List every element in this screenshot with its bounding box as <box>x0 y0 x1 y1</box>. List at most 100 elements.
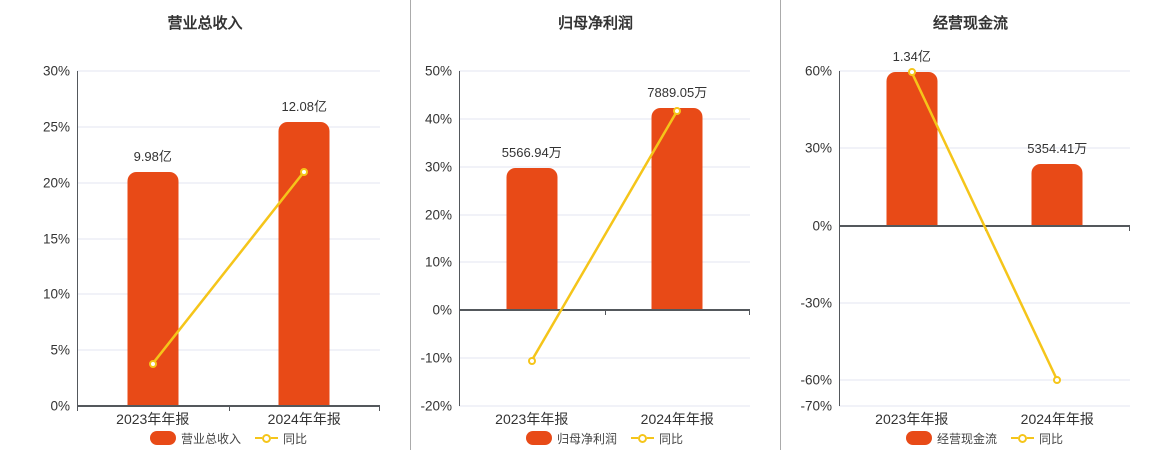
line-segment <box>1027 437 1034 439</box>
x-category-label: 2024年年报 <box>267 411 341 427</box>
y-axis-line <box>459 71 460 406</box>
legend-item-yoy-series[interactable]: 同比 <box>631 430 683 447</box>
y-axis-line <box>77 71 78 406</box>
grid-line <box>839 70 1130 72</box>
chart-inner: -20% -10% 0% 10% 20% 30% 40% 50% 5566.94万 7889.05… <box>420 64 750 448</box>
x-category-label: 2023年年报 <box>875 411 949 427</box>
bar-2023年年报[interactable] <box>506 167 558 311</box>
y-tick-label: 0% <box>432 302 452 318</box>
bar-value-label: 5566.94万 <box>501 144 562 160</box>
y-axis-line <box>839 71 840 406</box>
legend-label: 经营现金流 <box>936 431 997 446</box>
y-tick-label: 25% <box>42 119 70 135</box>
yoy-line-icon <box>631 433 654 443</box>
y-tick-label: 30% <box>424 159 452 175</box>
y-tick-label: 20% <box>424 207 452 223</box>
y-tick-label: 0% <box>50 398 70 414</box>
y-tick-label: -30% <box>800 295 832 311</box>
legend-label: 营业总收入 <box>180 431 241 446</box>
yoy-line <box>77 71 380 406</box>
grid-line <box>77 238 380 239</box>
y-tick-label: 40% <box>424 111 452 127</box>
grid-line <box>839 302 1130 304</box>
x-axis-tick <box>459 310 460 316</box>
chart-legend: 归母净利润 同比 <box>459 428 750 448</box>
line-circle <box>262 433 271 443</box>
legend-label: 同比 <box>283 431 308 446</box>
yoy-data-point[interactable] <box>527 356 536 365</box>
x-axis-tick <box>77 406 78 411</box>
bar-2024年年报[interactable] <box>1031 164 1083 226</box>
chart-panel-revenue: 营业总收入 0% 5% 10% 15% 20% 25% 30% 9.98亿 12.08亿 202… <box>0 0 410 450</box>
bar-value-label: 12.08亿 <box>281 99 328 115</box>
x-axis-tick <box>839 225 840 231</box>
legend-label: 同比 <box>1039 431 1064 446</box>
x-axis-tick <box>749 310 750 316</box>
y-tick-label: 10% <box>424 254 452 270</box>
grid-line <box>459 261 750 263</box>
legend-item-bar-series[interactable]: 经营现金流 <box>905 430 997 447</box>
y-tick-label: 15% <box>42 231 70 246</box>
line-circle <box>638 433 647 443</box>
y-tick-label: 10% <box>42 286 70 302</box>
line-circle <box>1018 433 1027 443</box>
legend-item-yoy-series[interactable]: 同比 <box>1011 430 1063 447</box>
yoy-data-point[interactable] <box>907 68 916 77</box>
legend-item-yoy-series[interactable]: 同比 <box>255 430 307 447</box>
legend-label: 同比 <box>659 431 684 446</box>
yoy-line-icon <box>255 433 278 443</box>
chart-title: 营业总收入 <box>167 15 243 32</box>
bar-value-label: 9.98亿 <box>133 148 172 164</box>
y-tick-label: -10% <box>420 350 452 366</box>
chart-panel-net-profit: 归母净利润 -20% -10% 0% 10% 20% 30% 40% 50% 5566.94万 7… <box>410 0 780 450</box>
grid-line <box>459 357 750 359</box>
x-axis: 2023年年报 2024年年报 <box>77 406 380 428</box>
yoy-data-point[interactable] <box>300 167 309 176</box>
y-tick-label: -70% <box>800 398 832 414</box>
grid-line <box>459 405 750 407</box>
x-category-label: 2023年年报 <box>495 411 569 427</box>
yoy-data-point[interactable] <box>1053 376 1062 385</box>
grid-line <box>839 147 1130 149</box>
y-tick-label: 60% <box>804 63 832 79</box>
x-category-label: 2024年年报 <box>640 411 714 427</box>
line-segment <box>255 437 262 439</box>
bar-series-swatch-icon <box>525 431 552 445</box>
x-axis-tick <box>604 310 606 316</box>
line-segment <box>647 437 654 439</box>
chart-legend: 经营现金流 同比 <box>839 428 1130 448</box>
yoy-data-point[interactable] <box>673 106 682 115</box>
x-axis-tick <box>228 406 230 411</box>
chart-plot-area: -20% -10% 0% 10% 20% 30% 40% 50% 5566.94万 7889.05… <box>420 64 750 414</box>
bar-series-swatch-icon <box>149 431 176 445</box>
line-segment <box>271 437 278 439</box>
y-tick-label: 20% <box>42 175 70 191</box>
x-category-label: 2024年年报 <box>1020 411 1094 427</box>
yoy-line <box>839 71 1130 406</box>
grid-line <box>459 70 750 72</box>
grid-line <box>77 293 380 295</box>
y-tick-label: 5% <box>50 342 70 358</box>
legend-item-bar-series[interactable]: 归母净利润 <box>525 430 617 447</box>
grid-line <box>459 214 750 216</box>
bar-value-label: 5354.41万 <box>1027 141 1088 157</box>
line-segment <box>1011 437 1018 439</box>
bar-value-label: 1.34亿 <box>892 48 931 64</box>
yoy-data-point[interactable] <box>148 359 157 368</box>
chart-title: 经营现金流 <box>932 15 1008 32</box>
grid-line <box>77 70 380 72</box>
chart-panel-cash-flow: 经营现金流 -70% -60% -30% 0% 30% 60% 1.34亿 5354.41万 … <box>780 0 1160 450</box>
grid-line <box>77 182 380 184</box>
y-tick-label: 30% <box>42 63 70 79</box>
line-segment <box>631 437 638 439</box>
legend-item-bar-series[interactable]: 营业总收入 <box>149 430 241 447</box>
bar-value-label: 7889.05万 <box>647 85 708 101</box>
chart-inner: -70% -60% -30% 0% 30% 60% 1.34亿 5354.41万 2023年年… <box>800 49 1130 448</box>
bar-2023年年报[interactable] <box>886 71 938 226</box>
x-axis: 2023年年报 2024年年报 <box>459 406 750 428</box>
chart-title: 归母净利润 <box>557 15 633 32</box>
x-axis-tick <box>1129 225 1130 231</box>
grid-line <box>839 405 1130 407</box>
grid-line <box>459 166 750 168</box>
